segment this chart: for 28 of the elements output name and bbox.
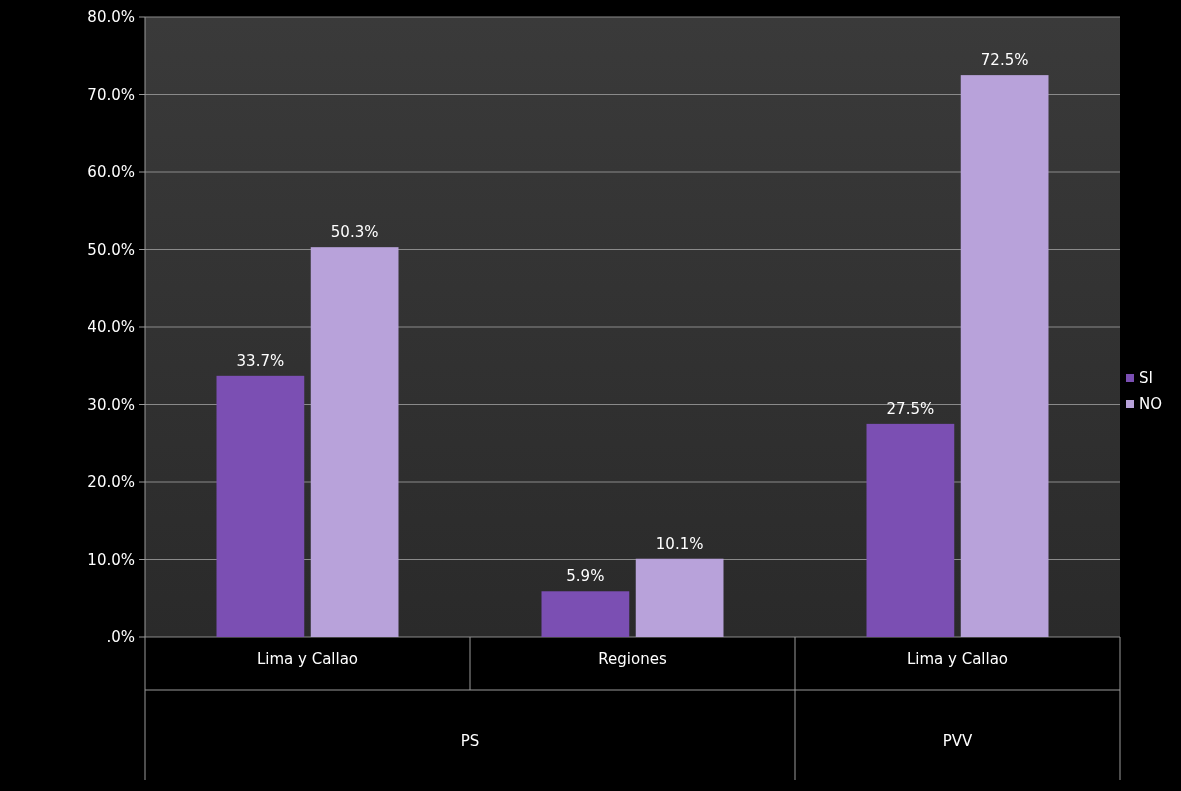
- bar: [310, 247, 399, 637]
- bar: [866, 423, 955, 637]
- y-tick-label: 70.0%: [87, 85, 135, 104]
- legend-label: SI: [1139, 369, 1153, 388]
- y-tick-label: 80.0%: [87, 8, 135, 27]
- text: 27.5%: [886, 399, 935, 418]
- text: 50.3%: [330, 223, 379, 242]
- text: PS: [460, 732, 480, 750]
- y-tick-label: 10.0%: [87, 550, 135, 569]
- y-tick-label: 20.0%: [87, 473, 135, 492]
- bar: [541, 591, 630, 637]
- bar: [960, 75, 1049, 637]
- text: 33.7%: [236, 351, 285, 370]
- text: 10.1%: [655, 534, 704, 553]
- bar: [216, 375, 305, 637]
- y-tick-label: .0%: [106, 628, 135, 647]
- text: 5.9%: [566, 567, 605, 586]
- y-tick-label: 40.0%: [87, 318, 135, 337]
- legend-label: NO: [1139, 395, 1163, 414]
- x-tick-label: Lima y Callao: [256, 650, 359, 668]
- y-tick-label: 50.0%: [87, 240, 135, 259]
- bar: [635, 558, 724, 637]
- y-tick-label: 60.0%: [87, 163, 135, 182]
- y-tick-label: 30.0%: [87, 395, 135, 414]
- x-tick-label: Regiones: [598, 650, 667, 668]
- text: 72.5%: [980, 51, 1029, 70]
- x-tick-label: Lima y Callao: [906, 650, 1009, 668]
- text: PVV: [942, 732, 974, 750]
